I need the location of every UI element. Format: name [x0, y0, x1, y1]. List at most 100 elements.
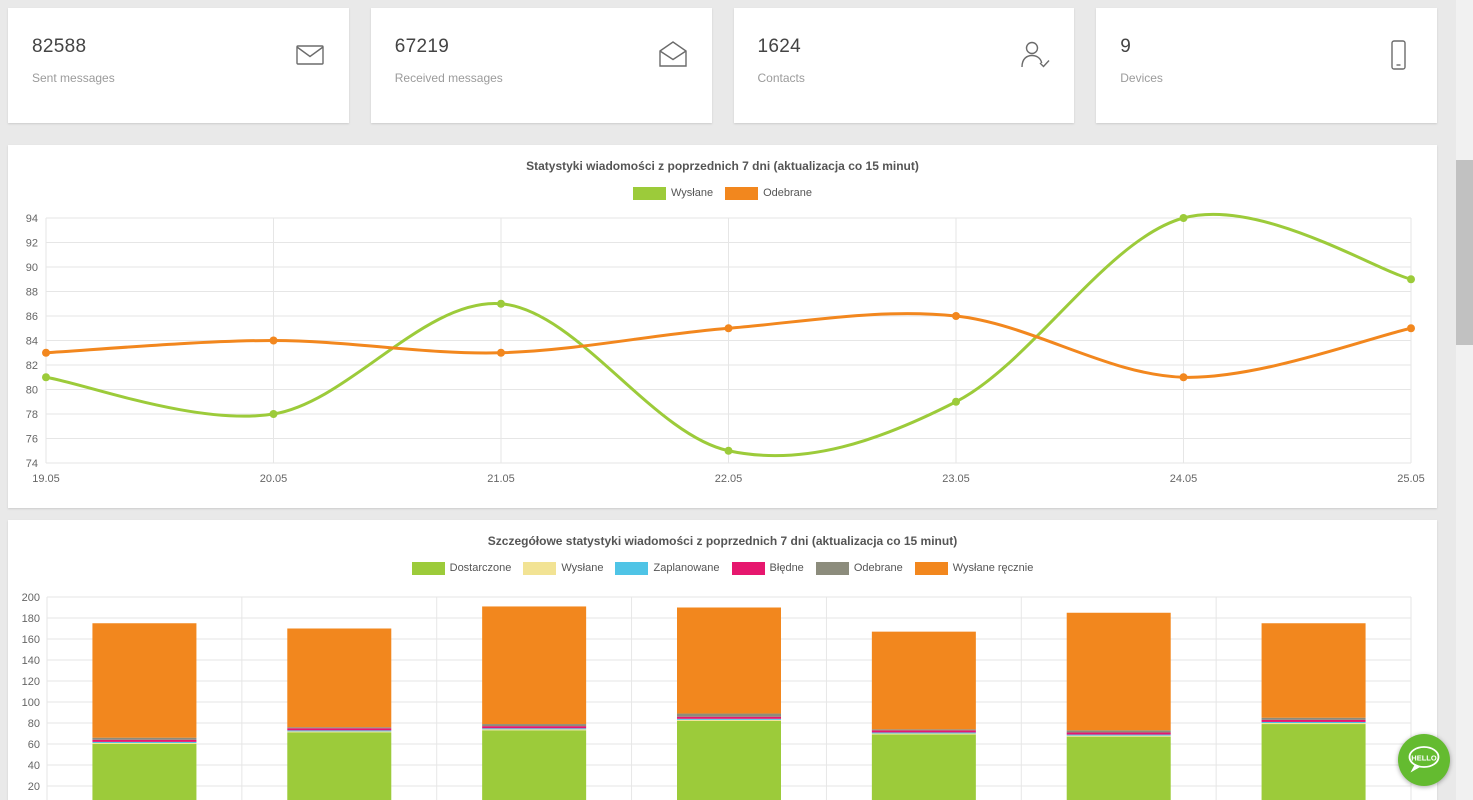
legend-label: Odebrane	[763, 187, 813, 199]
bar-segment[interactable]	[1066, 732, 1171, 735]
data-point-marker[interactable]	[1179, 373, 1188, 382]
bar-segment[interactable]	[92, 739, 197, 742]
bar-segment[interactable]	[482, 729, 587, 731]
data-point-marker[interactable]	[724, 324, 733, 333]
data-point-marker[interactable]	[269, 336, 278, 345]
bar-segment[interactable]	[1261, 719, 1366, 722]
legend-item[interactable]: Dostarczone	[411, 561, 512, 575]
bar-segment[interactable]	[1066, 612, 1171, 731]
data-point-marker[interactable]	[1407, 324, 1415, 333]
bar-segment[interactable]	[1261, 623, 1366, 718]
bar-segment[interactable]	[677, 719, 781, 721]
y-tick-label: 60	[28, 739, 40, 751]
bar-segment[interactable]	[1066, 735, 1171, 737]
bar-segment[interactable]	[871, 733, 976, 735]
bar-segment[interactable]	[287, 731, 392, 733]
bar-segment[interactable]	[677, 718, 781, 720]
data-point-marker[interactable]	[952, 397, 960, 406]
bar-segment[interactable]	[1261, 721, 1366, 723]
bar-segment[interactable]	[1261, 723, 1366, 725]
legend-swatch	[411, 561, 445, 575]
y-tick-label: 40	[28, 760, 40, 772]
bar-segment[interactable]	[482, 726, 587, 729]
legend-swatch	[632, 186, 666, 200]
data-point-marker[interactable]	[1179, 214, 1188, 222]
x-tick-label: 19.05	[32, 473, 60, 485]
bar-segment[interactable]	[287, 728, 392, 731]
y-tick-label: 20	[28, 781, 40, 793]
data-point-marker[interactable]	[1407, 275, 1415, 284]
bar-segment[interactable]	[92, 741, 197, 743]
line-chart[interactable]: 74 76 78 80 82 84 86 88 90 92 94 19.05 20.05 21.05 22.…	[8, 208, 1437, 508]
data-point-marker[interactable]	[42, 373, 50, 382]
bar-segment[interactable]	[287, 730, 392, 732]
bar-segment[interactable]	[677, 716, 781, 719]
stats-row: 82588 Sent messages 67219 Received messa…	[8, 8, 1437, 123]
y-tick-label: 100	[22, 697, 40, 709]
legend-item[interactable]: Wysłane ręcznie	[914, 561, 1034, 575]
bar-segment[interactable]	[92, 744, 197, 800]
data-point-marker[interactable]	[42, 348, 50, 357]
bar-segment[interactable]	[1066, 730, 1171, 733]
legend-item[interactable]: Zaplanowane	[615, 561, 720, 575]
y-tick-label: 78	[26, 409, 38, 421]
mobile-phone-icon	[1391, 40, 1406, 70]
legend-item[interactable]: Odebrane	[725, 186, 813, 200]
bar-segment[interactable]	[1066, 736, 1171, 800]
data-point-marker[interactable]	[724, 446, 733, 455]
bar-segment[interactable]	[871, 730, 976, 733]
legend-label: Zaplanowane	[653, 562, 720, 574]
bar-segment[interactable]	[1261, 717, 1366, 720]
bar-segment[interactable]	[871, 631, 976, 730]
legend-item[interactable]: Wysłane	[523, 561, 603, 575]
bar-segment[interactable]	[482, 606, 587, 725]
bar-segment[interactable]	[677, 720, 781, 800]
data-point-marker[interactable]	[952, 312, 960, 320]
bar-chart-title: Szczegółowe statystyki wiadomości z popr…	[487, 534, 958, 548]
bar-segment[interactable]	[482, 724, 587, 727]
bar-segment[interactable]	[677, 713, 781, 717]
bar-segment[interactable]	[677, 607, 781, 714]
data-point-marker[interactable]	[497, 348, 505, 357]
x-tick-label: 25.05	[1397, 473, 1425, 485]
legend-item[interactable]: Wysłane	[632, 186, 713, 200]
stacked-bar-chart[interactable]: 200180160140120100806040200	[8, 589, 1437, 800]
contacts-icon	[1021, 41, 1050, 68]
bar-segment[interactable]	[482, 730, 587, 800]
legend-label: Wysłane ręcznie	[952, 562, 1034, 574]
legend-item[interactable]: Błędne	[731, 561, 804, 575]
bar-segment[interactable]	[92, 737, 197, 740]
bar-segment[interactable]	[871, 732, 976, 734]
y-tick-label: 86	[26, 311, 38, 323]
bar-segment[interactable]	[287, 732, 392, 800]
y-tick-label: 74	[26, 458, 38, 470]
scrollbar-thumb[interactable]	[1456, 160, 1473, 345]
x-tick-label: 21.05	[487, 473, 515, 485]
bar-segment[interactable]	[287, 628, 392, 728]
speech-bubble-icon: HELLO	[1408, 746, 1440, 773]
bar-segment[interactable]	[871, 734, 976, 800]
y-tick-label: 140	[22, 655, 40, 667]
chat-widget-label: HELLO	[1411, 754, 1437, 763]
stat-card-received-messages: 67219 Received messages	[370, 8, 712, 123]
received-messages-value: 67219	[394, 36, 450, 57]
bar-segment[interactable]	[871, 729, 976, 731]
bar-segment[interactable]	[92, 623, 197, 738]
bar-segment[interactable]	[482, 728, 587, 730]
legend-item[interactable]: Odebrane	[815, 561, 903, 575]
bar-segment[interactable]	[1261, 724, 1366, 800]
bar-segment[interactable]	[92, 742, 197, 744]
devices-label: Devices	[1120, 71, 1163, 85]
scrollbar[interactable]	[1456, 0, 1473, 800]
chat-widget-button[interactable]: HELLO	[1398, 734, 1450, 786]
legend-label: Odebrane	[853, 562, 903, 574]
bar-segment[interactable]	[287, 727, 392, 729]
y-tick-label: 80	[28, 718, 40, 730]
bar-segment[interactable]	[1066, 734, 1171, 736]
y-tick-label: 90	[26, 262, 38, 274]
y-tick-label: 88	[26, 287, 38, 299]
data-point-marker[interactable]	[497, 299, 505, 308]
data-point-marker[interactable]	[269, 410, 278, 418]
y-tick-label: 160	[22, 634, 40, 646]
legend-label: Dostarczone	[449, 562, 512, 574]
